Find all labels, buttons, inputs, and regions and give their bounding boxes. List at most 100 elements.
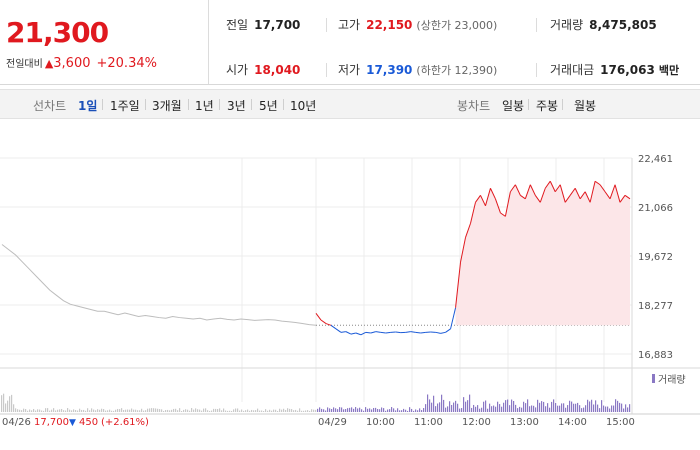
volume-bar [321,408,323,412]
volume-bar [169,410,171,412]
volume-bar [369,408,371,412]
volume-bar [135,409,137,412]
price-segment [584,191,591,203]
price-segment [599,184,606,193]
price-segment [604,191,611,200]
tab-1y[interactable]: 1년 [195,99,214,113]
volume-bar [525,403,527,412]
volume-bar [385,410,387,412]
tab-1d[interactable]: 1일 [78,99,98,113]
stat-label: 저가 [338,63,361,77]
volume-bar [285,409,287,412]
volume-bar [177,410,179,412]
stat-label: 거래대금 [550,63,595,77]
volume-bar [467,400,469,412]
volume-bar [447,406,449,412]
divider [283,99,284,110]
change-label: 전일대비 [6,59,43,70]
y-axis-labels: 22,461 21,066 19,672 18,277 16,883 [638,154,673,361]
volume-bar [27,410,29,412]
legend-swatch [652,374,655,383]
volume-bar [239,410,241,412]
volume-bar [435,406,437,412]
up-arrow-icon: ▲ [44,57,54,70]
volume-bar [451,404,453,412]
volume-bar [421,410,423,412]
volume-bar [271,410,273,412]
volume-bar [589,401,591,412]
stat-value: 17,390 [366,63,413,77]
tab-monthly-candle[interactable]: 월봉 [574,99,597,113]
volume-bar [33,408,35,412]
tab-5y[interactable]: 5년 [259,99,278,113]
volume-bar [513,400,515,412]
volume-bar [409,407,411,412]
x-tick-label: 14:00 [558,417,587,428]
volume-bar [315,409,317,412]
volume-bar [195,408,197,412]
tab-1w[interactable]: 1주일 [110,99,140,113]
volume-bar [375,407,377,412]
price-segment [534,194,541,203]
volume-legend: 거래량 [652,374,686,386]
stat-value: 17,700 [254,18,301,32]
prev-day-line [1,244,317,326]
volume-bar [485,400,487,412]
volume-bar [391,407,393,412]
volume-bar [299,408,301,412]
stat-unit: 백만 [658,64,680,77]
x-tick-label: 15:00 [606,417,635,428]
tab-weekly-candle[interactable]: 주봉 [536,99,559,113]
volume-bar [401,410,403,412]
volume-bar [109,409,111,412]
price-segment [524,184,531,199]
volume-bar [507,399,509,412]
volume-bar [143,410,145,412]
volume-bar [465,401,467,412]
volume-bar [607,406,609,412]
tab-3y[interactable]: 3년 [227,99,246,113]
volume-bar [53,408,55,412]
volume-bar [193,409,195,412]
volume-bar [397,408,399,412]
change-value: 3,600 [53,56,91,71]
volume-bar [457,403,459,412]
price-segment [569,187,576,196]
volume-bar [619,402,621,412]
prev-day-close: 17,700 [34,417,69,428]
price-change: 전일대비 ▲3,600 +20.34% [6,55,157,71]
volume-bar [389,409,391,412]
price-segment [614,184,621,203]
volume-bar [277,410,279,412]
divider [536,18,537,32]
tab-3m[interactable]: 3개월 [152,99,182,113]
tab-daily-candle[interactable]: 일봉 [502,99,525,113]
volume-bar [411,408,413,412]
volume-bar [473,404,475,412]
tab-10y[interactable]: 10년 [290,99,317,113]
volume-bar [603,405,605,412]
volume-bar [221,410,223,412]
volume-bar [509,405,511,412]
volume-bar [351,407,353,412]
price-segment [489,188,496,200]
gain-area [455,181,630,326]
volume-bar [459,408,461,412]
divider [188,99,189,110]
volume-bar [87,408,89,412]
price-chart[interactable]: 22,461 21,066 19,672 18,277 16,883 04/29 10:0… [0,124,700,450]
volume-bar [211,410,213,412]
volume-bar [353,408,355,412]
volume-bar [161,409,163,412]
volume-bar [323,409,325,412]
volume-bar [371,409,373,412]
volume-bar [159,409,161,412]
volume-bar [263,410,265,412]
volume-bar [89,410,91,412]
volume-bar [253,410,255,412]
quote-header: 21,300 전일대비 ▲3,600 +20.34% 전일 17,700 고가 22,1… [0,0,700,85]
y-tick-label: 22,461 [638,154,673,165]
volume-bar [227,410,229,412]
volume-bar [7,400,9,412]
volume-bar [223,408,225,412]
